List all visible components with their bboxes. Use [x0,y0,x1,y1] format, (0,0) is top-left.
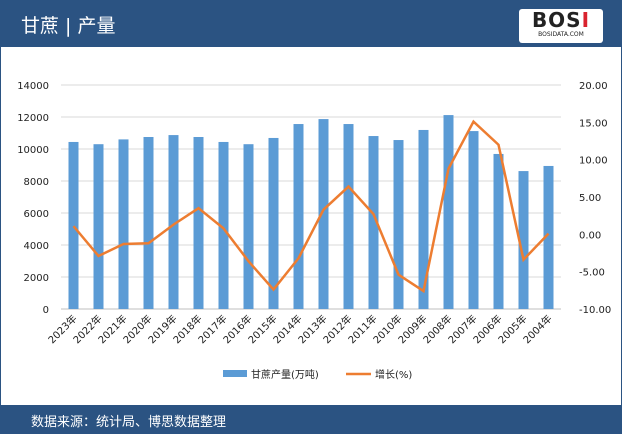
y-left-tick: 14000 [17,81,49,92]
bar [493,153,504,309]
y-left-tick: 0 [43,305,49,316]
y-right-tick: 5.00 [579,193,601,204]
bar [393,140,404,309]
legend-bar-label: 甘蔗产量(万吨) [251,368,319,381]
bar [268,137,279,309]
bar [368,136,379,309]
legend-bar-swatch [223,370,247,377]
bar [118,139,129,309]
bar [143,137,154,309]
bosi-logo: BOSI BOSIDATA.COM [519,9,603,43]
header-bar: 甘蔗 | 产量 BOSI BOSIDATA.COM [1,1,621,47]
y-right-tick: 15.00 [579,118,608,129]
y-left-tick: 8000 [24,177,49,188]
y-left-tick: 2000 [24,273,49,284]
y-left-tick: 10000 [17,145,49,156]
y-right-tick: 0.00 [579,230,601,241]
bar [543,165,554,309]
bar [443,115,454,309]
bar [468,131,479,309]
chart: 0 2000 4000 6000 8000 10000 12000 14000 -10.00 -5… [17,81,611,381]
bar [293,124,304,309]
footer-bar: 数据来源：统计局、博思数据整理 [1,405,621,433]
y-right-tick: -10.00 [579,305,611,316]
growth-line [72,119,550,294]
bar [418,129,429,309]
y-left-tick: 4000 [24,241,49,252]
y-left-tick: 12000 [17,113,49,124]
y-right-tick: 10.00 [579,156,608,167]
bar [318,119,329,309]
bar [518,171,529,309]
bar [193,137,204,309]
bar [93,144,104,309]
legend-line-label: 增长(%) [375,368,412,381]
page-title: 甘蔗 | 产量 [21,15,116,37]
bar [68,141,79,309]
bar [168,135,179,309]
bar [243,144,254,309]
bar [343,124,354,309]
data-source: 数据来源：统计局、博思数据整理 [31,415,227,430]
y-right-tick: 20.00 [579,81,608,92]
bar [218,141,229,309]
y-left-tick: 6000 [24,209,49,220]
y-right-tick: -5.00 [579,268,605,279]
